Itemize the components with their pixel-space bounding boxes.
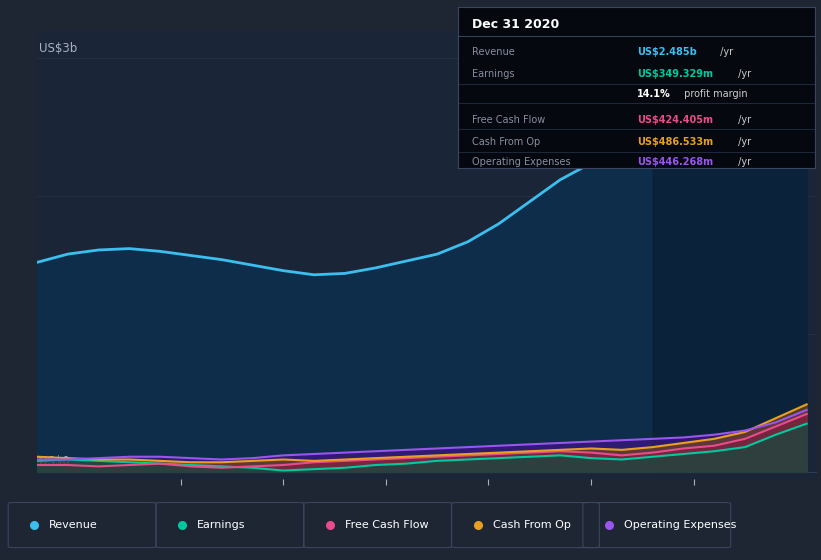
Text: Cash From Op: Cash From Op bbox=[493, 520, 571, 530]
Text: US$2.485b: US$2.485b bbox=[637, 47, 696, 57]
Text: /yr: /yr bbox=[735, 115, 751, 125]
Text: Revenue: Revenue bbox=[472, 47, 515, 57]
Text: US$446.268m: US$446.268m bbox=[637, 157, 713, 166]
Text: Earnings: Earnings bbox=[472, 69, 515, 80]
Text: Operating Expenses: Operating Expenses bbox=[472, 157, 571, 166]
Text: US$3b: US$3b bbox=[39, 42, 76, 55]
Text: /yr: /yr bbox=[717, 47, 733, 57]
Text: US$486.533m: US$486.533m bbox=[637, 137, 713, 147]
Text: Operating Expenses: Operating Expenses bbox=[624, 520, 736, 530]
Text: /yr: /yr bbox=[735, 137, 751, 147]
Text: Cash From Op: Cash From Op bbox=[472, 137, 541, 147]
Text: Free Cash Flow: Free Cash Flow bbox=[345, 520, 429, 530]
Text: /yr: /yr bbox=[735, 157, 751, 166]
Text: US$0: US$0 bbox=[39, 455, 69, 468]
Text: Earnings: Earnings bbox=[197, 520, 245, 530]
Text: Dec 31 2020: Dec 31 2020 bbox=[472, 18, 560, 31]
Text: US$349.329m: US$349.329m bbox=[637, 69, 713, 80]
Text: Revenue: Revenue bbox=[49, 520, 98, 530]
Text: /yr: /yr bbox=[735, 69, 751, 80]
Text: 14.1%: 14.1% bbox=[637, 89, 671, 99]
Text: US$424.405m: US$424.405m bbox=[637, 115, 713, 125]
Text: Free Cash Flow: Free Cash Flow bbox=[472, 115, 546, 125]
Text: profit margin: profit margin bbox=[681, 89, 748, 99]
